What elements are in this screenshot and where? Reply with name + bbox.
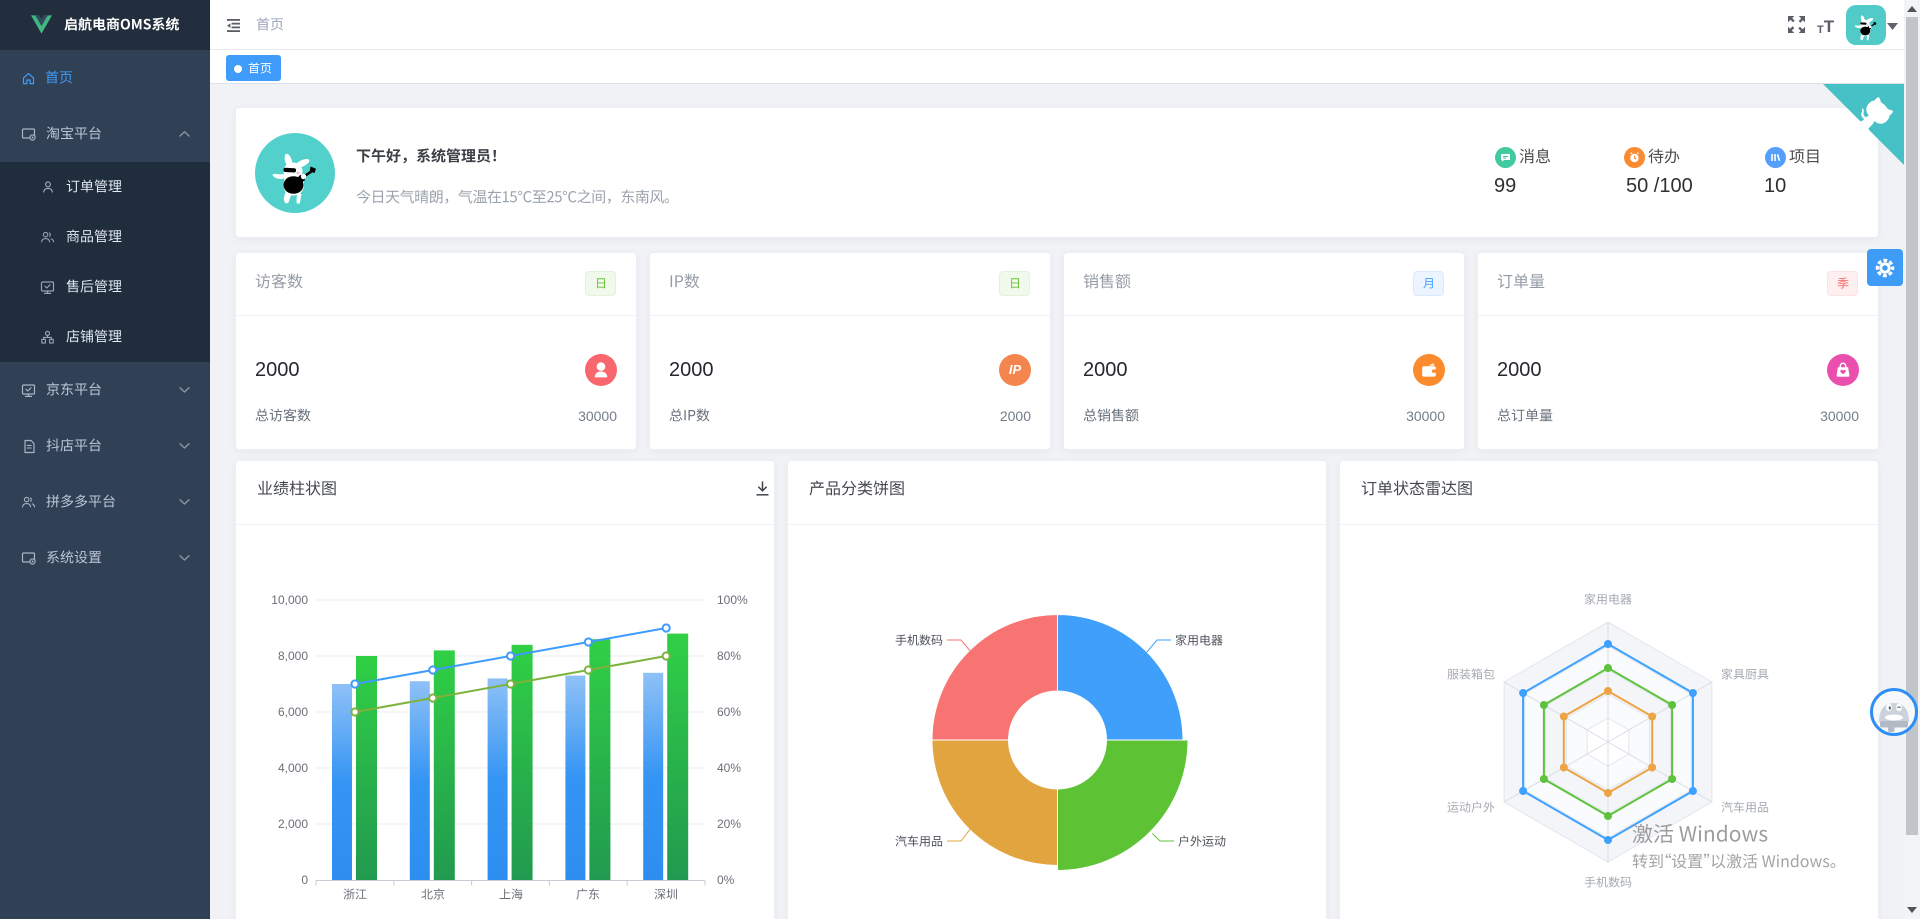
svg-text:0: 0 [301, 873, 308, 887]
svg-text:0%: 0% [717, 873, 735, 887]
svg-text:2,000: 2,000 [278, 817, 308, 831]
svg-text:40%: 40% [717, 761, 741, 775]
svg-text:60%: 60% [717, 705, 741, 719]
svg-text:8,000: 8,000 [278, 649, 308, 663]
svg-text:100%: 100% [717, 593, 748, 607]
svg-text:4,000: 4,000 [278, 761, 308, 775]
svg-text:80%: 80% [717, 649, 741, 663]
svg-text:10,000: 10,000 [271, 593, 308, 607]
svg-text:20%: 20% [717, 817, 741, 831]
svg-text:6,000: 6,000 [278, 705, 308, 719]
